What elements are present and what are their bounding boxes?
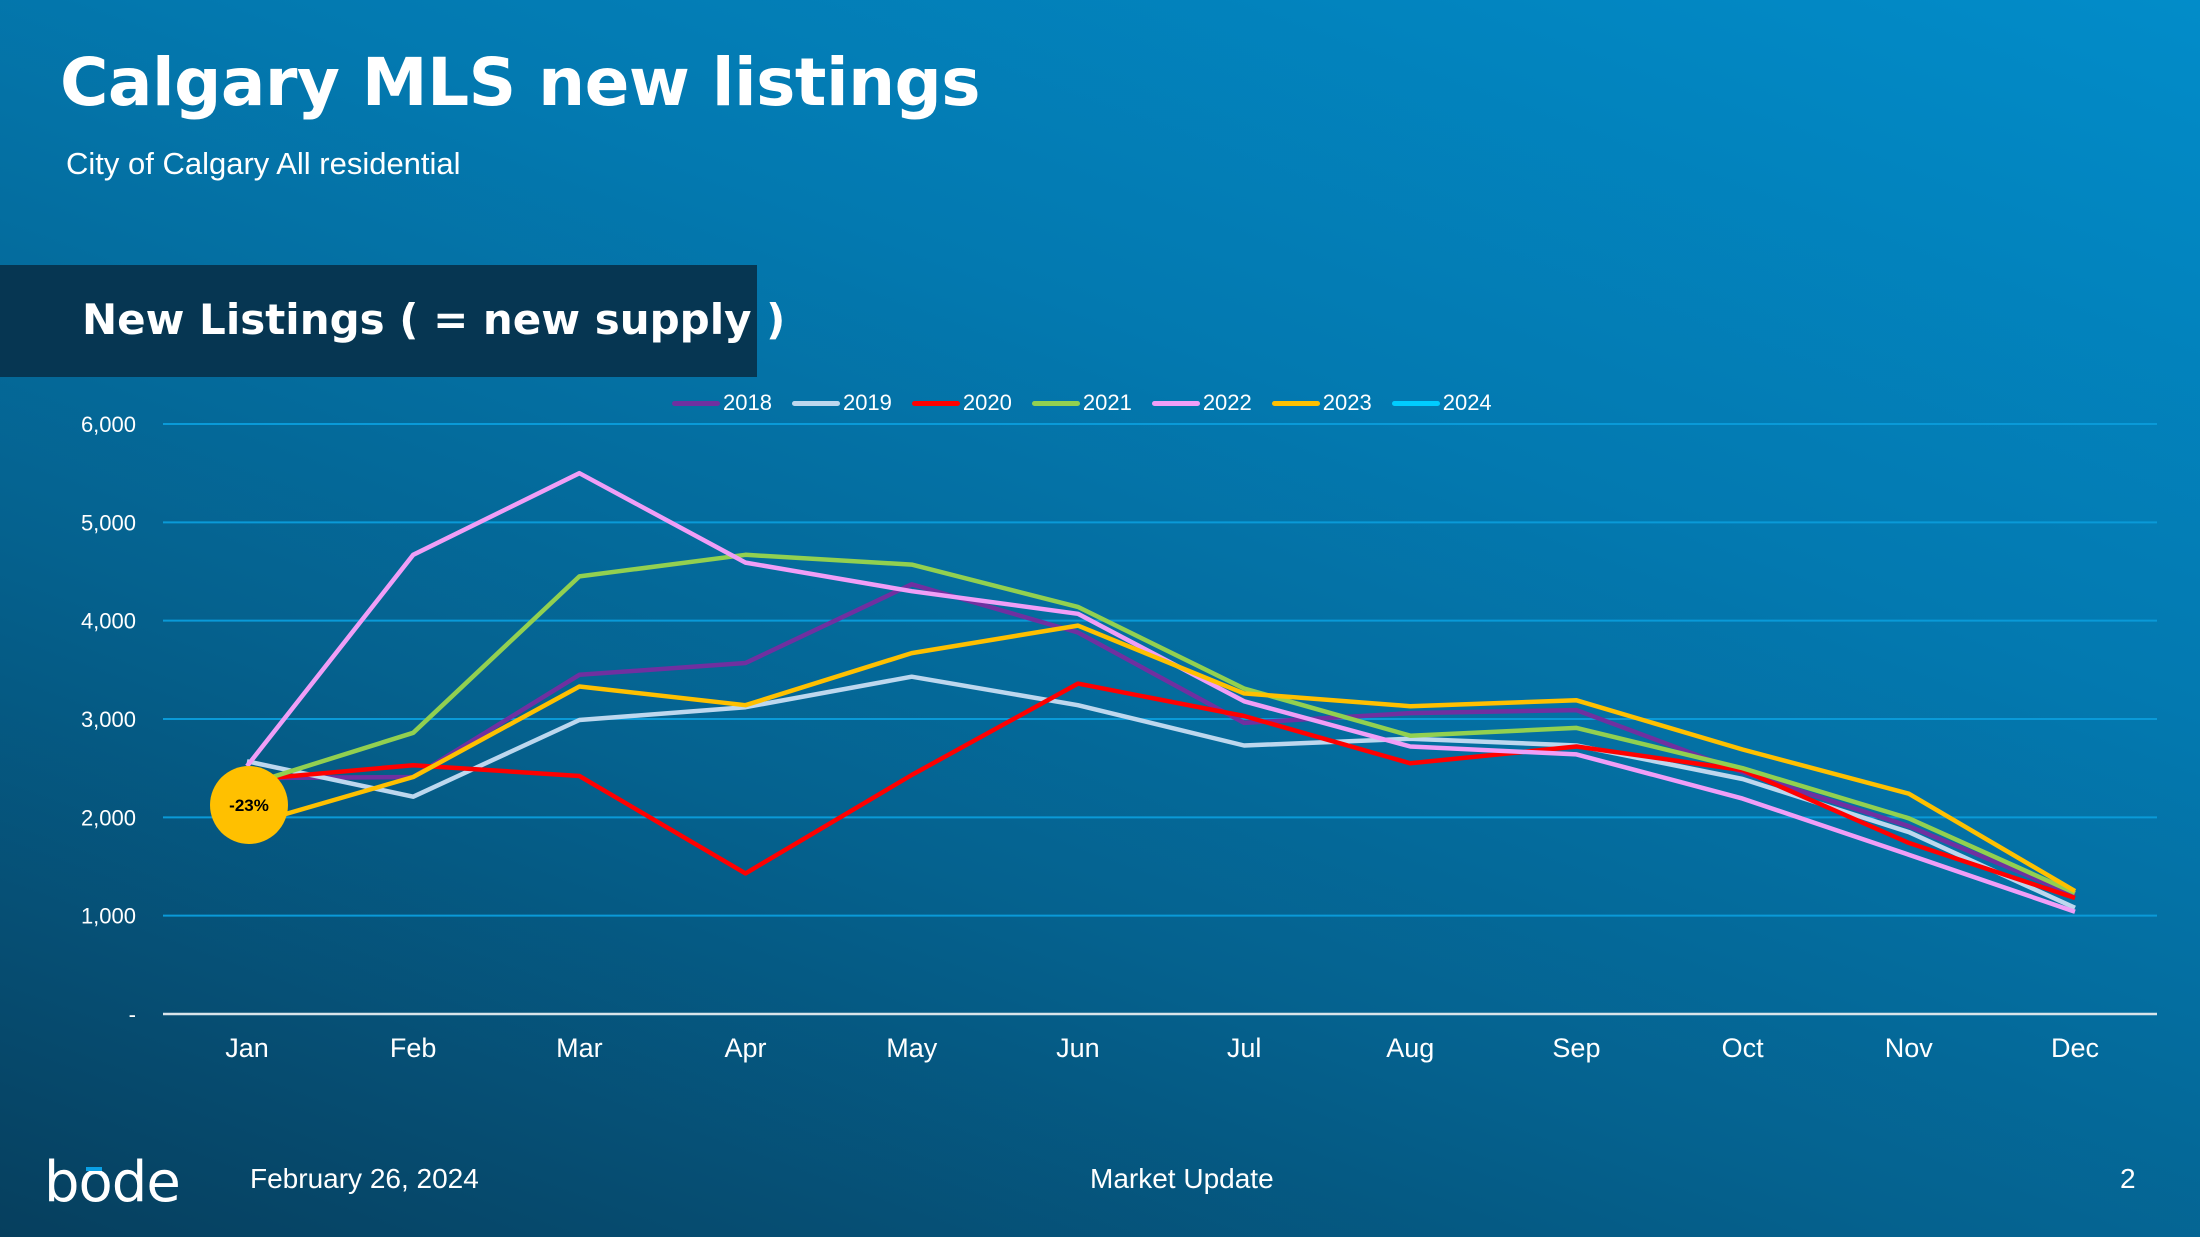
x-tick-label: Oct	[1722, 1033, 1765, 1063]
x-tick-label: May	[886, 1033, 938, 1063]
legend-item-2020: 2020	[911, 390, 1012, 416]
legend-item-2019: 2019	[791, 390, 892, 416]
legend-label: 2021	[1082, 390, 1132, 415]
legend-swatch-icon	[1151, 400, 1200, 406]
footer-section-label: Market Update	[1090, 1163, 1274, 1194]
legend-swatch-icon	[1271, 400, 1320, 406]
y-tick-label: 2,000	[81, 805, 136, 830]
footer-date: February 26, 2024	[250, 1163, 479, 1194]
legend-label: 2018	[723, 390, 772, 415]
x-tick-label: Mar	[556, 1033, 603, 1063]
legend-swatch-icon	[1391, 400, 1440, 406]
legend-label: 2022	[1202, 390, 1252, 415]
legend-item-2021: 2021	[1031, 390, 1132, 416]
series-line-2023	[246, 623, 2077, 894]
slide-subtitle: City of Calgary All residential	[66, 146, 461, 181]
x-tick-label: Dec	[2051, 1033, 2099, 1063]
legend-label: 2024	[1442, 390, 1492, 415]
bode-logo: bode	[44, 1150, 181, 1215]
y-tick-label: 6,000	[81, 412, 136, 437]
legend-item-2022: 2022	[1151, 390, 1252, 416]
x-tick-label: Aug	[1386, 1033, 1434, 1063]
series-line-2019	[246, 674, 2076, 910]
y-tick-label: -	[129, 1002, 136, 1027]
x-tick-label: Jan	[225, 1033, 269, 1063]
x-tick-label: Jun	[1056, 1033, 1100, 1063]
legend-item-2024: 2024	[1391, 390, 1492, 416]
legend-label: 2020	[962, 390, 1012, 415]
x-tick-label: Sep	[1552, 1033, 1600, 1063]
x-tick-label: Jul	[1227, 1033, 1262, 1063]
series-line-2021	[246, 552, 2076, 896]
legend-label: 2023	[1322, 390, 1372, 415]
y-tick-label: 1,000	[81, 904, 136, 929]
change-badge-label: -23%	[229, 796, 269, 815]
legend-swatch-icon	[672, 400, 720, 406]
chart-legend: 2018 2019 2020 2021 2022 2023 2024	[672, 389, 1492, 417]
legend-item-2023: 2023	[1271, 390, 1372, 416]
change-badge	[210, 766, 288, 844]
section-banner-title: New Listings ( = new supply )	[82, 295, 786, 344]
legend-swatch-icon	[911, 400, 960, 406]
legend-swatch-icon	[1031, 400, 1080, 406]
y-tick-label: 4,000	[81, 609, 136, 634]
y-tick-label: 3,000	[81, 707, 136, 732]
series-line-2022	[245, 470, 2076, 914]
x-tick-label: Feb	[390, 1033, 437, 1063]
legend-swatch-icon	[791, 400, 840, 406]
legend-item-2018: 2018	[672, 390, 772, 416]
page-number: 2	[2120, 1163, 2136, 1194]
series-line-2020	[246, 681, 2076, 901]
x-tick-label: Apr	[725, 1033, 767, 1063]
x-tick-label: Nov	[1885, 1033, 1934, 1063]
logo-macron-accent	[86, 1167, 102, 1171]
slide-title: Calgary MLS new listings	[60, 44, 981, 121]
y-tick-label: 5,000	[81, 510, 136, 535]
section-banner: New Listings ( = new supply )	[0, 265, 785, 377]
legend-label: 2019	[842, 390, 892, 415]
